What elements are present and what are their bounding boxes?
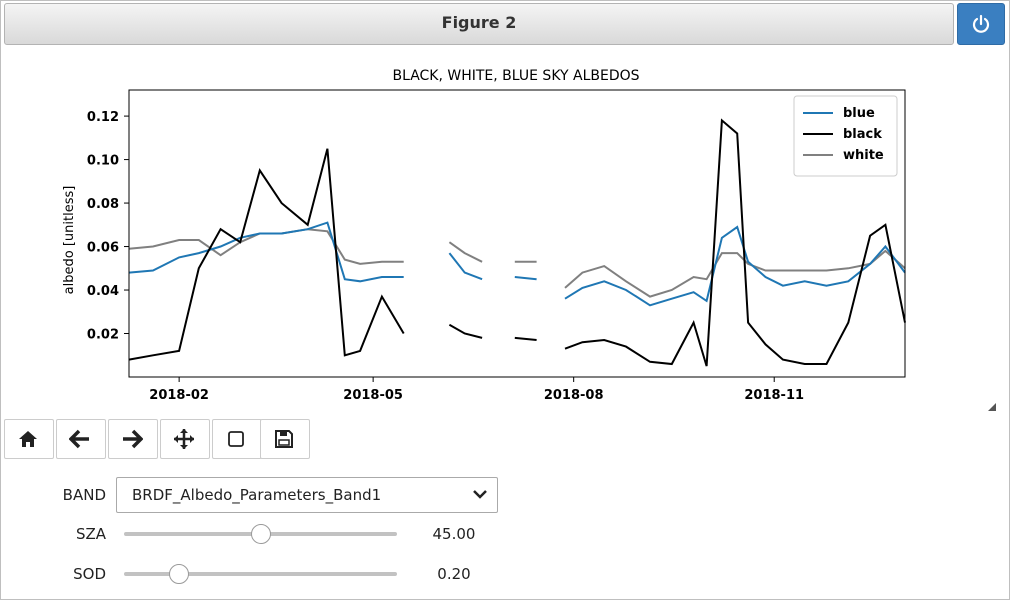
y-tick-label: 0.10: [87, 154, 119, 169]
series-line-white: [128, 228, 906, 298]
y-tick-label: 0.04: [87, 284, 119, 299]
x-tick-label: 2018-08: [544, 388, 604, 403]
home-icon: [19, 431, 37, 447]
power-button[interactable]: [957, 3, 1005, 45]
band-select-value: BRDF_Albedo_Parameters_Band1: [132, 486, 382, 504]
y-tick-label: 0.06: [87, 241, 119, 256]
sza-label: SZA: [75, 525, 106, 543]
resize-handle[interactable]: [988, 403, 996, 411]
legend-label-black: black: [843, 127, 882, 142]
sza-slider-thumb[interactable]: [250, 524, 271, 544]
series-line-blue: [128, 221, 906, 307]
arrow-right-icon: [123, 429, 143, 449]
move-icon: [174, 429, 194, 449]
albedo-chart[interactable]: BLACK, WHITE, BLUE SKY ALBEDOS albedo [u…: [0, 50, 1010, 410]
x-tick-label: 2018-11: [744, 388, 804, 403]
plot-area: [128, 89, 906, 378]
sod-label: SOD: [73, 565, 106, 583]
arrow-left-icon: [69, 429, 89, 449]
sod-value: 0.20: [437, 565, 471, 583]
sod-slider-thumb[interactable]: [168, 564, 189, 584]
power-icon: [972, 14, 990, 33]
floppy-disk-icon: [275, 430, 293, 448]
zoom-rect-icon: [228, 431, 244, 447]
figure-title: Figure 2: [441, 13, 517, 32]
chevron-down-icon: [473, 490, 487, 499]
band-label: BAND: [62, 486, 106, 504]
y-tick-label: 0.08: [87, 197, 119, 212]
sza-value: 45.00: [432, 525, 476, 543]
home-button[interactable]: [4, 419, 54, 459]
chart-title: BLACK, WHITE, BLUE SKY ALBEDOS: [392, 68, 639, 84]
forward-button[interactable]: [108, 419, 158, 459]
x-tick-label: 2018-05: [343, 388, 403, 403]
figure-titlebar: Figure 2: [4, 3, 954, 45]
y-tick-label: 0.12: [87, 110, 119, 125]
save-button[interactable]: [260, 419, 310, 459]
sod-slider-track[interactable]: [124, 572, 397, 576]
band-select[interactable]: BRDF_Albedo_Parameters_Band1: [116, 477, 498, 513]
legend-label-blue: blue: [843, 106, 875, 121]
zoom-rect-button[interactable]: [212, 419, 262, 459]
y-axis-label: albedo [unitless]: [62, 186, 77, 295]
legend-label-white: white: [843, 148, 884, 163]
legend: blue black white: [793, 95, 898, 177]
x-tick-label: 2018-02: [149, 388, 209, 403]
y-tick-label: 0.02: [87, 328, 119, 343]
series-line-black: [128, 118, 906, 367]
back-button[interactable]: [56, 419, 106, 459]
pan-button[interactable]: [160, 419, 210, 459]
